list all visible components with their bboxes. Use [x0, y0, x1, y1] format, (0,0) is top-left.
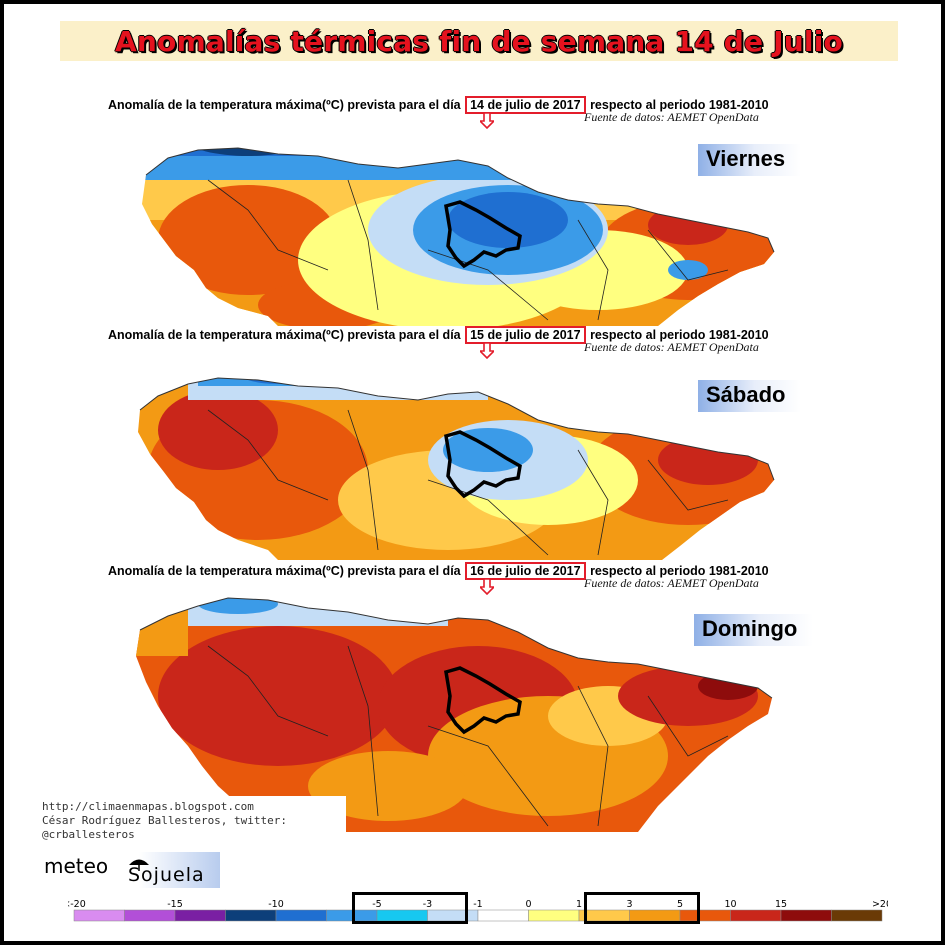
map-caption: Anomalía de la temperatura máxima(ºC) pr… [108, 326, 769, 344]
highlight-box-minus1 [352, 892, 468, 924]
scale-tick-label: 10 [724, 899, 736, 910]
blog-url: http://climaenmapas.blogspot.com [42, 800, 254, 813]
caption-suffix: respecto al periodo 1981-2010 [590, 98, 769, 112]
page-title: Anomalías térmicas fin de semana 14 de J… [115, 25, 843, 58]
scale-swatch [174, 909, 226, 922]
scale-swatch [73, 909, 125, 922]
caption-suffix: respecto al periodo 1981-2010 [590, 564, 769, 578]
scale-swatch [831, 909, 883, 922]
author-credit: César Rodríguez Ballesteros, twitter: @c… [42, 814, 288, 841]
arrow-down-icon [480, 113, 494, 129]
date-highlight-box: 15 de julio de 2017 [465, 326, 586, 344]
date-highlight-box: 16 de julio de 2017 [465, 562, 586, 580]
scale-tick-label: 1 [576, 899, 582, 910]
highlight-box-3-5 [584, 892, 700, 924]
scale-swatch [225, 909, 277, 922]
day-label-saturday: Sábado [698, 380, 802, 412]
scale-tick-label: -5 [372, 899, 381, 910]
scale-tick-label: <-20 [68, 899, 86, 910]
scale-tick-label: -1 [473, 899, 482, 910]
map-caption: Anomalía de la temperatura máxima(ºC) pr… [108, 96, 769, 114]
scale-swatch [477, 909, 529, 922]
scale-tick-label: -3 [423, 899, 432, 910]
anomaly-map [138, 377, 775, 560]
meteo-sojuela-logo: meteo Sojuela [40, 852, 220, 888]
data-source: Fuente de datos: AEMET OpenData [584, 340, 759, 354]
arrow-down-icon [480, 579, 494, 595]
map-caption: Anomalía de la temperatura máxima(ºC) pr… [108, 562, 769, 580]
scale-swatch [780, 909, 832, 922]
scale-tick-label: 0 [525, 899, 531, 910]
caption-prefix: Anomalía de la temperatura máxima(ºC) pr… [108, 98, 461, 112]
scale-tick-label: 15 [775, 899, 787, 910]
caption-prefix: Anomalía de la temperatura máxima(ºC) pr… [108, 564, 461, 578]
caption-prefix: Anomalía de la temperatura máxima(ºC) pr… [108, 328, 461, 342]
arrow-down-icon [480, 343, 494, 359]
logo-text-sojuela: Sojuela [128, 864, 205, 886]
credit-block: http://climaenmapas.blogspot.com César R… [34, 796, 346, 841]
scale-tick-label: 5 [677, 899, 683, 910]
day-label-sunday: Domingo [694, 614, 814, 646]
caption-suffix: respecto al periodo 1981-2010 [590, 328, 769, 342]
scale-swatch [730, 909, 782, 922]
scale-tick-label: -10 [268, 899, 284, 910]
data-source: Fuente de datos: AEMET OpenData [584, 110, 759, 124]
day-label-friday: Viernes [698, 144, 802, 176]
scale-tick-label: >20 [872, 899, 888, 910]
scale-swatch [124, 909, 176, 922]
anomaly-map [136, 597, 773, 832]
data-source: Fuente de datos: AEMET OpenData [584, 576, 759, 590]
title-banner: Anomalías térmicas fin de semana 14 de J… [60, 21, 898, 61]
logo-text-meteo: meteo [44, 854, 109, 878]
figure-frame: Anomalías térmicas fin de semana 14 de J… [4, 4, 941, 941]
scale-swatch [528, 909, 580, 922]
umbrella-icon [129, 859, 149, 871]
anomaly-map [142, 147, 775, 326]
scale-tick-label: -15 [167, 899, 183, 910]
scale-swatch [275, 909, 327, 922]
date-highlight-box: 14 de julio de 2017 [465, 96, 586, 114]
scale-tick-label: 3 [626, 899, 632, 910]
